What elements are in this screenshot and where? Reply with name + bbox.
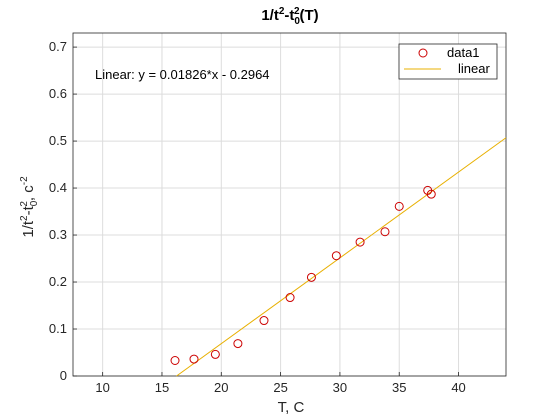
x-tick-label: 15: [155, 380, 169, 395]
data-point: [306, 272, 316, 282]
ylabel-sup3: -2: [19, 176, 30, 185]
x-tick-label: 40: [451, 380, 465, 395]
legend: data1 linear: [398, 43, 498, 80]
legend-label-data1: data1: [447, 45, 480, 60]
legend-label-linear: linear: [458, 61, 490, 76]
legend-box: [398, 43, 498, 80]
fit-annotation: Linear: y = 0.01826*x - 0.2964: [95, 67, 270, 82]
title-sup2: 2: [294, 6, 300, 17]
chart-title: 1/t2-t02(T): [261, 6, 318, 27]
series-line-linear: [176, 137, 507, 377]
title-group: 1/t2-t02(T): [261, 6, 318, 27]
ylabel-sub: 0: [29, 200, 40, 206]
plot-area: 10 15 20 25 30 35 40 0 0.1 0.2 0.3 0.4 0.5 0.6 0.7: [49, 32, 507, 395]
y-axis-label: 1/t2-t02, c-2: [19, 176, 40, 238]
title-sub: 0: [294, 16, 300, 27]
data-point: [189, 354, 199, 364]
axes-box: [72, 32, 507, 377]
y-tick-label: 0.4: [49, 180, 67, 195]
ylabel-tail: , c: [20, 185, 37, 201]
plot-background: [73, 33, 506, 376]
title-sup1: 2: [279, 6, 285, 17]
y-tick-label: 0.6: [49, 86, 67, 101]
data-point: [285, 293, 295, 303]
y-tick-label: 0.7: [49, 39, 67, 54]
ylabel-sup1: 2: [19, 215, 30, 221]
data-point: [170, 355, 180, 365]
data-point: [394, 201, 404, 211]
y-tick-label: 0.3: [49, 227, 67, 242]
ylabel-base: 1/t: [20, 220, 37, 238]
x-tick-label: 25: [273, 380, 287, 395]
data-point: [331, 251, 341, 261]
title-base: 1/t: [261, 7, 279, 24]
data-point: [259, 316, 269, 326]
title-tail: (T): [300, 7, 319, 24]
x-tick-label: 35: [392, 380, 406, 395]
data-point: [426, 189, 436, 199]
data-point: [210, 349, 220, 359]
ylabel-sup2: 2: [19, 201, 30, 207]
y-tick-label: 0.5: [49, 133, 67, 148]
x-axis-label: T, C: [278, 399, 305, 416]
title-mid: -t: [284, 7, 294, 24]
data-point: [355, 237, 365, 247]
x-tick-label: 30: [333, 380, 347, 395]
y-tick-label: 0: [60, 368, 67, 383]
x-tick-label: 20: [214, 380, 228, 395]
legend-marker-data1: [418, 48, 428, 58]
ylabel-mid: -t: [20, 205, 37, 215]
y-tick-label: 0.2: [49, 274, 67, 289]
data-point: [233, 339, 243, 349]
data-point: [380, 227, 390, 237]
x-tick-label: 10: [95, 380, 109, 395]
y-tick-label: 0.1: [49, 321, 67, 336]
